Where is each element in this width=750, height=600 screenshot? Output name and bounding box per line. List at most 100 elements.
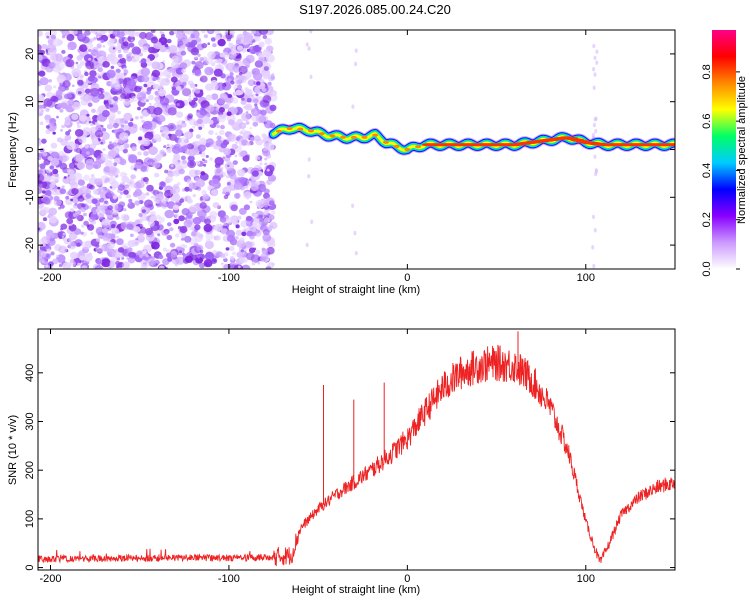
noise-blob <box>39 147 45 153</box>
noise-blob <box>66 141 76 150</box>
noise-blob <box>188 118 197 126</box>
noise-blob <box>124 120 129 124</box>
noise-blob <box>38 227 41 231</box>
noise-blob <box>44 190 52 197</box>
noise-blob <box>258 41 265 48</box>
noise-blob <box>99 197 105 203</box>
noise-blob <box>265 54 275 63</box>
noise-blob <box>235 89 242 96</box>
noise-blob <box>191 231 197 237</box>
noise-blob <box>107 205 113 211</box>
noise-blob <box>202 193 210 200</box>
noise-blob <box>128 52 132 56</box>
noise-blob <box>127 247 133 253</box>
noise-blob <box>121 256 125 260</box>
noise-blob <box>180 145 188 152</box>
noise-blob <box>160 181 166 187</box>
noise-blob <box>180 243 185 248</box>
snr-frame <box>37 328 676 571</box>
noise-blob <box>87 75 95 82</box>
noise-blob <box>130 53 140 63</box>
noise-blob <box>170 61 179 69</box>
noise-blob <box>120 124 125 128</box>
noise-blob <box>228 264 239 269</box>
noise-blob <box>221 262 224 265</box>
trace-core <box>382 140 389 144</box>
spectrogram-x-label: Height of straight line (km) <box>292 284 420 296</box>
noise-blob <box>126 223 134 230</box>
noise-blob <box>175 256 185 265</box>
noise-blob <box>42 217 48 222</box>
noise-blob <box>71 113 79 120</box>
noise-blob <box>81 240 92 250</box>
noise-blob <box>79 114 87 122</box>
noise-blob <box>117 195 122 200</box>
noise-blob <box>69 175 75 180</box>
noise-blob <box>194 56 198 60</box>
x-tick-label: 0 <box>404 272 410 284</box>
noise-blob <box>217 38 226 47</box>
noise-blob <box>123 208 127 212</box>
noise-blob <box>106 69 116 79</box>
noise-blob <box>70 198 73 202</box>
noise-blob <box>58 150 65 157</box>
noise-blob <box>157 233 161 237</box>
noise-blob <box>45 31 52 38</box>
noise-blob <box>168 44 178 54</box>
noise-blob <box>109 248 114 253</box>
noise-blob <box>196 186 202 191</box>
noise-blob <box>142 120 153 130</box>
noise-blob <box>140 165 148 172</box>
noise-blob <box>160 126 169 134</box>
noise-blob <box>194 169 201 176</box>
noise-blob <box>205 57 214 65</box>
noise-blob <box>156 137 162 143</box>
noise-blob <box>145 228 153 236</box>
noise-blob <box>76 161 86 170</box>
noise-blob <box>205 232 214 240</box>
noise-blob <box>59 188 67 195</box>
noise-blob <box>121 261 130 269</box>
noise-blob <box>61 49 66 54</box>
noise-blob <box>86 42 94 49</box>
noise-blob <box>150 30 156 34</box>
noise-blob <box>135 180 145 189</box>
noise-blob <box>194 234 203 242</box>
noise-blob <box>199 57 204 62</box>
noise-blob <box>139 31 147 40</box>
noise-blob <box>190 101 198 108</box>
noise-blob <box>226 164 230 168</box>
noise-blob <box>118 54 123 58</box>
noise-blob <box>188 148 197 157</box>
noise-blob <box>170 250 178 257</box>
noise-blob <box>121 243 128 249</box>
noise-blob <box>219 216 223 220</box>
noise-blob <box>263 210 269 215</box>
noise-blob <box>41 43 48 50</box>
noise-blob <box>95 238 101 242</box>
noise-blob <box>269 181 273 184</box>
noise-blob <box>167 107 177 116</box>
noise-blob <box>55 61 65 71</box>
noise-blob <box>143 244 153 253</box>
noise-blob <box>179 198 185 203</box>
noise-blob <box>253 213 258 218</box>
trace-core <box>393 144 400 148</box>
noise-streak <box>593 154 597 159</box>
noise-blob <box>238 65 248 75</box>
noise-blob <box>73 148 78 152</box>
noise-blob <box>90 134 95 139</box>
snr-x-ticks: -200 -100 0 100 <box>39 329 595 585</box>
noise-blob <box>177 132 182 137</box>
noise-blob <box>255 114 265 124</box>
noise-blob <box>198 262 206 269</box>
noise-blob <box>245 31 250 36</box>
noise-blob <box>140 263 147 269</box>
noise-blob <box>213 68 223 77</box>
noise-blob <box>242 133 250 140</box>
noise-blob <box>184 235 192 243</box>
noise-blob <box>220 228 228 235</box>
noise-blob <box>178 137 188 146</box>
noise-blob <box>109 260 117 267</box>
